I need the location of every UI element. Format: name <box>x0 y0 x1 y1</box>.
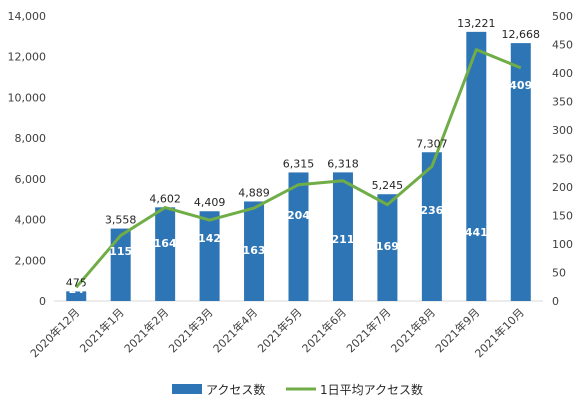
line-value-label: 409 <box>509 79 532 92</box>
bar-value-label: 4,889 <box>238 186 270 199</box>
x-axis-tick-label: 2021年1月 <box>77 305 127 355</box>
bar <box>111 229 131 301</box>
left-axis-tick-label: 8,000 <box>15 132 47 145</box>
line-value-label: 142 <box>198 232 221 245</box>
right-axis-tick-label: 400 <box>552 67 573 80</box>
left-axis-tick-label: 10,000 <box>8 91 47 104</box>
line-value-label: 169 <box>376 240 399 253</box>
bar-value-label: 6,318 <box>327 157 359 170</box>
bar <box>155 207 175 301</box>
x-axis-tick-label: 2021年8月 <box>388 305 438 355</box>
x-axis-tick-label: 2021年6月 <box>299 305 349 355</box>
line-value-label: 236 <box>420 204 443 217</box>
x-axis-tick-label: 2021年7月 <box>343 305 393 355</box>
bar-value-label: 4,602 <box>149 192 181 205</box>
right-axis-tick-label: 350 <box>552 96 573 109</box>
bar-value-label: 12,668 <box>502 28 541 41</box>
bar-value-label: 13,221 <box>457 17 496 30</box>
bar <box>289 172 309 301</box>
line-value-label: 24 <box>69 283 85 296</box>
bar-value-label: 3,558 <box>105 214 137 227</box>
x-axis-tick-label: 2021年3月 <box>166 305 216 355</box>
right-axis-tick-label: 300 <box>552 124 573 137</box>
left-axis-tick-label: 14,000 <box>8 10 47 23</box>
left-axis-tick-label: 0 <box>39 295 46 308</box>
left-axis-tick-label: 12,000 <box>8 51 47 64</box>
x-axis-tick-label: 2021年5月 <box>254 305 304 355</box>
legend-label-line: 1日平均アクセス数 <box>320 382 423 397</box>
x-axis-tick-label: 2020年12月 <box>27 305 82 360</box>
legend-label-bar: アクセス数 <box>206 382 265 397</box>
right-axis-tick-label: 100 <box>552 238 573 251</box>
line-value-label: 211 <box>331 233 354 246</box>
x-axis-tick-label: 2021年2月 <box>121 305 171 355</box>
right-axis-tick-label: 250 <box>552 153 573 166</box>
line-value-label: 204 <box>287 209 310 222</box>
bar-value-label: 7,307 <box>416 137 448 150</box>
line-value-label: 163 <box>243 244 266 257</box>
left-axis-tick-label: 4,000 <box>15 214 47 227</box>
line-value-label: 164 <box>154 237 177 250</box>
left-axis-tick-label: 2,000 <box>15 254 47 267</box>
bar-value-label: 6,315 <box>283 157 315 170</box>
bar <box>200 211 220 301</box>
right-axis-tick-label: 0 <box>552 295 559 308</box>
bar-value-label: 5,245 <box>372 179 404 192</box>
bar <box>422 152 442 301</box>
right-axis-tick-label: 50 <box>552 267 566 280</box>
x-axis-tick-label: 2021年4月 <box>210 305 260 355</box>
line-value-label: 115 <box>109 245 132 258</box>
line-value-label: 441 <box>465 226 488 239</box>
right-axis-tick-label: 200 <box>552 181 573 194</box>
left-axis-tick-label: 6,000 <box>15 173 47 186</box>
right-axis-tick-label: 150 <box>552 210 573 223</box>
bar-value-label: 4,409 <box>194 196 226 209</box>
right-axis-tick-label: 500 <box>552 10 573 23</box>
right-axis-tick-label: 450 <box>552 39 573 52</box>
legend-bar-swatch <box>172 384 202 394</box>
legend: アクセス数 1日平均アクセス数 <box>172 382 423 397</box>
